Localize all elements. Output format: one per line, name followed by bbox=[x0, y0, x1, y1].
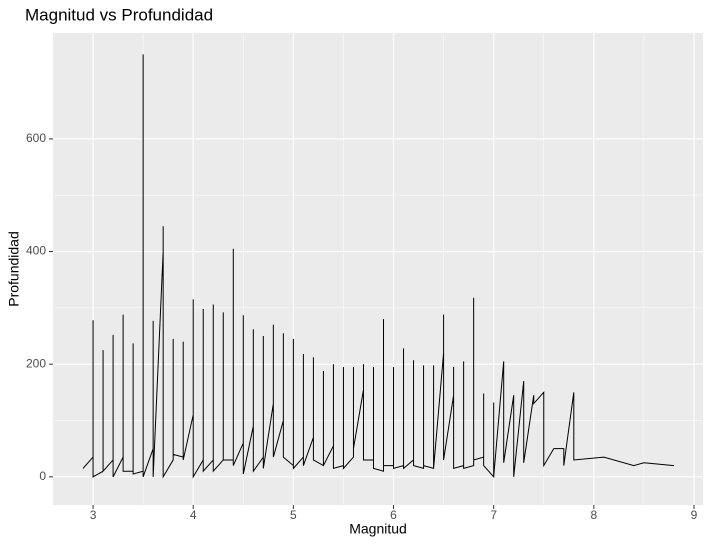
y-tick-label: 200 bbox=[26, 356, 46, 370]
x-tick-label: 4 bbox=[190, 508, 197, 522]
x-tick-label: 8 bbox=[590, 508, 597, 522]
plot-panel bbox=[53, 33, 703, 505]
y-tick-label: 400 bbox=[26, 244, 46, 258]
x-tick-label: 9 bbox=[691, 508, 698, 522]
x-tick-label: 5 bbox=[290, 508, 297, 522]
x-tick-label: 6 bbox=[390, 508, 397, 522]
x-tick-label: 7 bbox=[490, 508, 497, 522]
y-tick-label: 0 bbox=[39, 469, 46, 483]
chart-title: Magnitud vs Profundidad bbox=[25, 5, 213, 24]
data-line bbox=[82, 54, 675, 479]
x-tick-label: 3 bbox=[90, 508, 97, 522]
x-axis-label: Magnitud bbox=[349, 521, 407, 537]
y-axis-label: Profundidad bbox=[6, 231, 22, 307]
y-tick-label: 600 bbox=[26, 131, 46, 145]
